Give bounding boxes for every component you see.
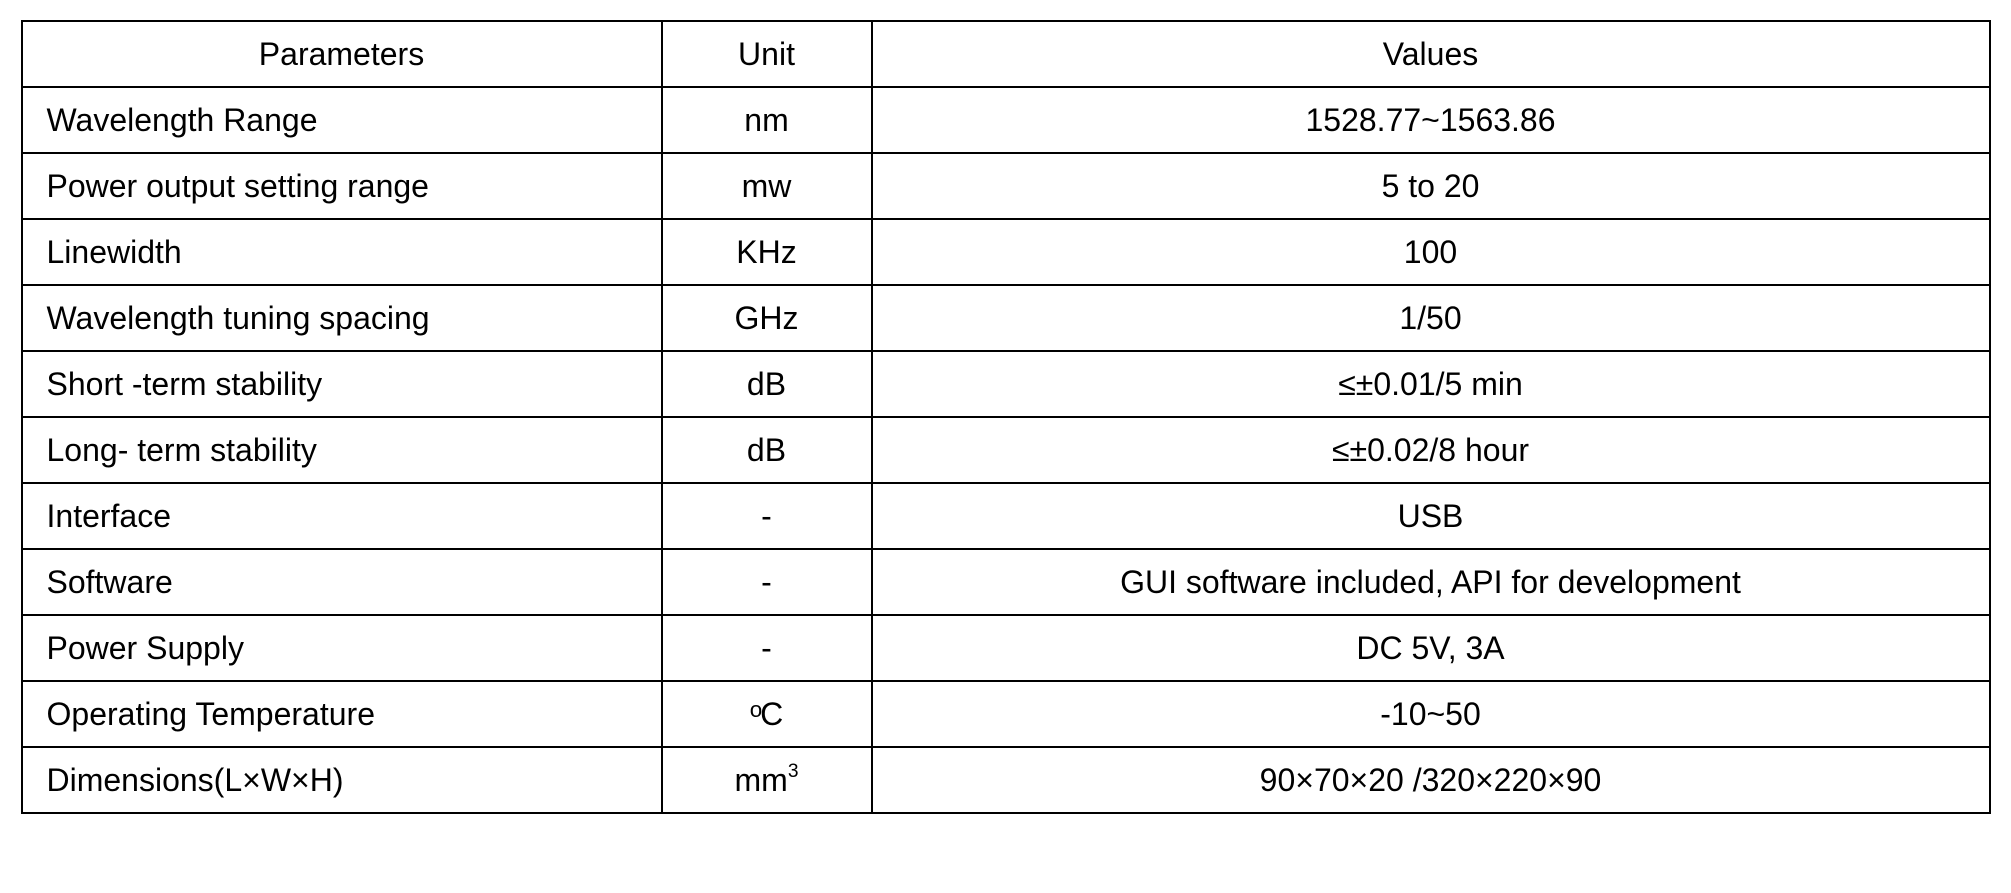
spec-table: Parameters Unit Values Wavelength Rangen… [21,20,1991,814]
table-header: Parameters Unit Values [22,21,1990,87]
table-row: Interface-USB [22,483,1990,549]
unit-cell: oC [662,681,872,747]
param-cell: Operating Temperature [22,681,662,747]
param-cell: Dimensions(L×W×H) [22,747,662,813]
table-body: Wavelength Rangenm1528.77~1563.86Power o… [22,87,1990,813]
unit-cell: GHz [662,285,872,351]
param-cell: Power output setting range [22,153,662,219]
table-row: Wavelength tuning spacingGHz1/50 [22,285,1990,351]
table-row: LinewidthKHz100 [22,219,1990,285]
unit-cell: dB [662,417,872,483]
table-row: Software-GUI software included, API for … [22,549,1990,615]
param-cell: Short -term stability [22,351,662,417]
param-cell: Software [22,549,662,615]
param-cell: Interface [22,483,662,549]
table-row: Operating TemperatureoC-10~50 [22,681,1990,747]
value-cell: 1528.77~1563.86 [872,87,1990,153]
value-cell: 90×70×20 /320×220×90 [872,747,1990,813]
param-cell: Wavelength tuning spacing [22,285,662,351]
table-row: Dimensions(L×W×H)mm390×70×20 /320×220×90 [22,747,1990,813]
value-cell: GUI software included, API for developme… [872,549,1990,615]
value-cell: ≤±0.01/5 min [872,351,1990,417]
table-row: Wavelength Rangenm1528.77~1563.86 [22,87,1990,153]
value-cell: 5 to 20 [872,153,1990,219]
unit-cell: mm3 [662,747,872,813]
unit-cell: - [662,549,872,615]
value-cell: USB [872,483,1990,549]
header-row: Parameters Unit Values [22,21,1990,87]
value-cell: ≤±0.02/8 hour [872,417,1990,483]
unit-cell: - [662,615,872,681]
table-row: Long- term stabilitydB≤±0.02/8 hour [22,417,1990,483]
header-values: Values [872,21,1990,87]
table-row: Power output setting rangemw5 to 20 [22,153,1990,219]
param-cell: Power Supply [22,615,662,681]
param-cell: Linewidth [22,219,662,285]
value-cell: -10~50 [872,681,1990,747]
table-row: Short -term stabilitydB≤±0.01/5 min [22,351,1990,417]
value-cell: 1/50 [872,285,1990,351]
header-unit: Unit [662,21,872,87]
unit-cell: nm [662,87,872,153]
spec-table-container: Parameters Unit Values Wavelength Rangen… [21,20,1991,814]
value-cell: DC 5V, 3A [872,615,1990,681]
value-cell: 100 [872,219,1990,285]
unit-cell: KHz [662,219,872,285]
param-cell: Long- term stability [22,417,662,483]
unit-cell: - [662,483,872,549]
unit-cell: mw [662,153,872,219]
table-row: Power Supply-DC 5V, 3A [22,615,1990,681]
param-cell: Wavelength Range [22,87,662,153]
header-parameters: Parameters [22,21,662,87]
unit-cell: dB [662,351,872,417]
